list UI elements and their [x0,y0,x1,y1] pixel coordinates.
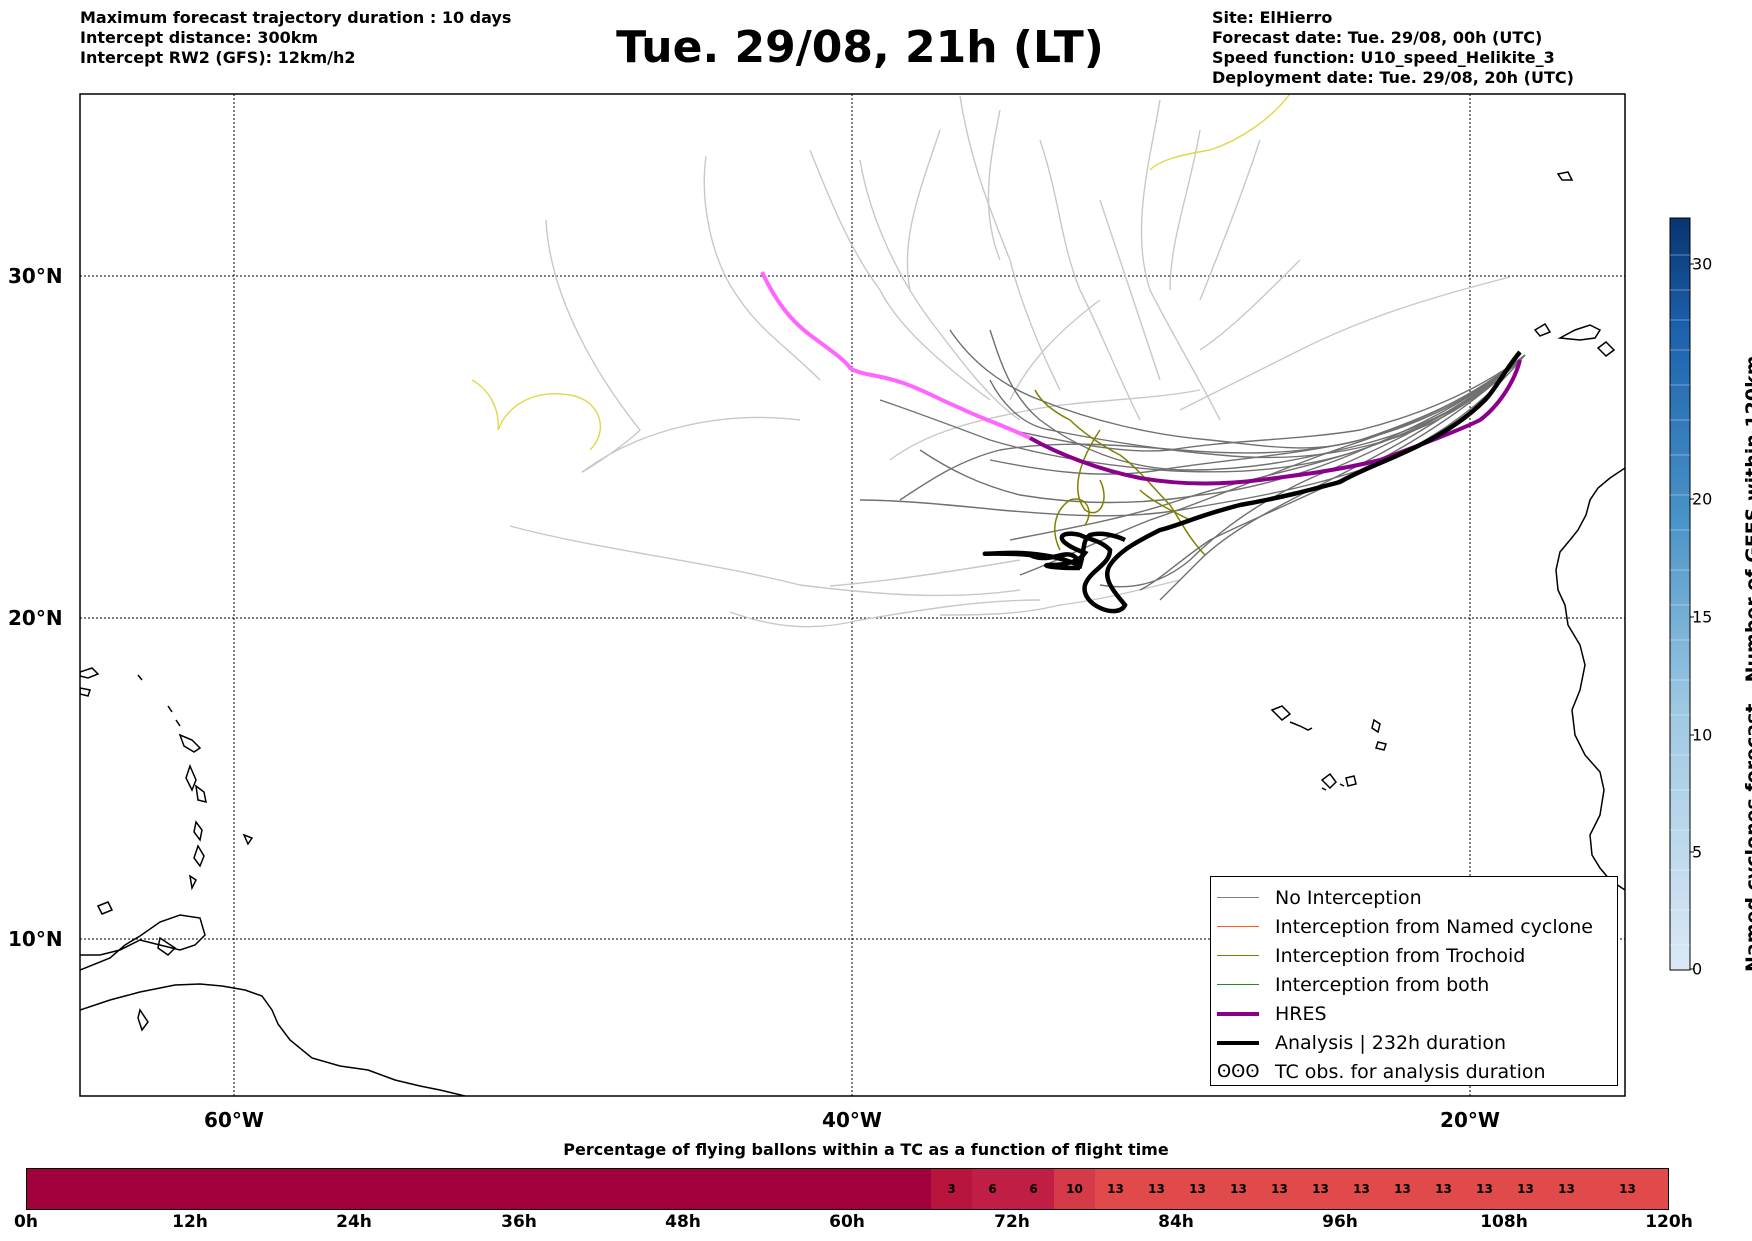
trochoid-interception-trajectories [1034,389,1206,556]
colorbar-tick: 5 [1692,842,1703,862]
legend-label: TC obs. for analysis duration [1275,1060,1546,1083]
header-left-info: Maximum forecast trajectory duration : 1… [80,8,511,68]
bottom-bar-title: Percentage of flying ballons within a TC… [563,1140,1169,1159]
legend-item-tc-obs: ʘʘʘ TC obs. for analysis duration [1217,1057,1617,1086]
time-tick: 60h [829,1212,865,1232]
page-title: Tue. 29/08, 21h (LT) [616,22,1104,73]
legend-label: Interception from Trochoid [1275,944,1526,967]
flight-time-bar: 3 6 6 10 13 13 13 13 13 13 13 13 13 13 1… [26,1168,1669,1210]
legend-label: HRES [1275,1002,1327,1025]
legend-item-hres: HRES [1217,999,1617,1028]
bar-cell: 13 [1587,1169,1668,1209]
lon-label-20w: 20°W [1440,1108,1500,1132]
lat-label-20n: 20°N [8,606,63,630]
tc-symbol-icon: ʘʘʘ [1217,1061,1260,1082]
lat-label-30n: 30°N [8,264,63,288]
bar-cell: 13 [1259,1169,1300,1209]
bar-cell: 13 [1382,1169,1423,1209]
colorbar-tick: 20 [1692,489,1713,509]
colorbar-tick: 15 [1692,607,1713,627]
intercept-distance-text: Intercept distance: 300km [80,28,319,47]
analysis-trajectory-tail [1004,531,1127,570]
deployment-date-text: Deployment date: Tue. 29/08, 20h (UTC) [1212,68,1574,87]
time-tick: 36h [501,1212,537,1232]
bar-cell: 13 [1136,1169,1177,1209]
legend-label: Interception from Named cyclone [1275,915,1593,938]
map-area [80,94,1625,1096]
legend-item-analysis: Analysis | 232h duration [1217,1028,1617,1057]
colorbar-tick: 0 [1692,959,1703,979]
speed-function-text: Speed function: U10_speed_Helikite_3 [1212,48,1555,67]
bar-cell: 13 [1095,1169,1136,1209]
bar-cell: 13 [1423,1169,1464,1209]
legend-label: Interception from both [1275,973,1490,996]
max-duration-text: Maximum forecast trajectory duration : 1… [80,8,512,27]
colorbar-tick: 10 [1692,725,1713,745]
hres-trajectory [1029,359,1522,486]
site-text: Site: ElHierro [1212,8,1333,27]
legend-item-both: Interception from both [1217,970,1617,999]
lat-label-10n: 10°N [8,927,63,951]
legend-line-icon [1217,926,1259,927]
graticule [80,94,1625,1096]
legend-line-icon [1217,984,1259,985]
time-tick: 84h [1158,1212,1194,1232]
map-frame [79,93,1626,1097]
legend-line-icon [1217,897,1259,898]
lon-label-40w: 40°W [822,1108,882,1132]
legend-item-named-cyclone: Interception from Named cyclone [1217,912,1617,941]
yellow-trajectories [471,94,1291,451]
legend-line-icon [1217,1040,1259,1045]
bar-cell: 13 [1218,1169,1259,1209]
bar-cell: 13 [1341,1169,1382,1209]
bar-cell: 10 [1054,1169,1095,1209]
time-tick: 12h [172,1212,208,1232]
colorbar-title: Named cyclones forecast - Number of GEFS… [1742,355,1752,972]
time-tick: 24h [336,1212,372,1232]
bar-cell: 13 [1505,1169,1546,1209]
legend-label: Analysis | 232h duration [1275,1031,1507,1054]
map-legend: No Interception Interception from Named … [1210,876,1618,1086]
colorbar-tick: 30 [1692,254,1713,274]
no-interception-trajectories [509,95,1511,628]
time-tick: 120h [1645,1212,1693,1232]
legend-item-trochoid: Interception from Trochoid [1217,941,1617,970]
bar-cell: 6 [972,1169,1013,1209]
bar-cell-zero [27,1169,931,1209]
bar-cell: 13 [1464,1169,1505,1209]
bar-cell: 13 [1177,1169,1218,1209]
legend-line-icon [1217,955,1259,956]
legend-item-no-interception: No Interception [1217,883,1617,912]
time-tick: 96h [1322,1212,1358,1232]
lon-label-60w: 60°W [204,1108,264,1132]
time-tick: 48h [665,1212,701,1232]
time-tick: 72h [994,1212,1030,1232]
bar-cell: 3 [931,1169,972,1209]
analysis-trajectory [982,350,1522,614]
legend-line-icon [1217,1011,1259,1016]
hres-trajectory-pink [760,271,1031,440]
bar-cell: 6 [1013,1169,1054,1209]
time-tick: 108h [1480,1212,1528,1232]
forecast-date-text: Forecast date: Tue. 29/08, 00h (UTC) [1212,28,1543,47]
bar-cell: 13 [1300,1169,1341,1209]
intercept-rw2-text: Intercept RW2 (GFS): 12km/h2 [80,48,356,67]
coastlines [80,171,1625,1096]
no-interception-trajectories-dark [859,329,1526,601]
header-right-info: Site: ElHierro Forecast date: Tue. 29/08… [1212,8,1574,88]
time-tick: 0h [14,1212,38,1232]
colorbar [1669,217,1694,971]
bar-cell: 13 [1546,1169,1587,1209]
legend-label: No Interception [1275,886,1422,909]
